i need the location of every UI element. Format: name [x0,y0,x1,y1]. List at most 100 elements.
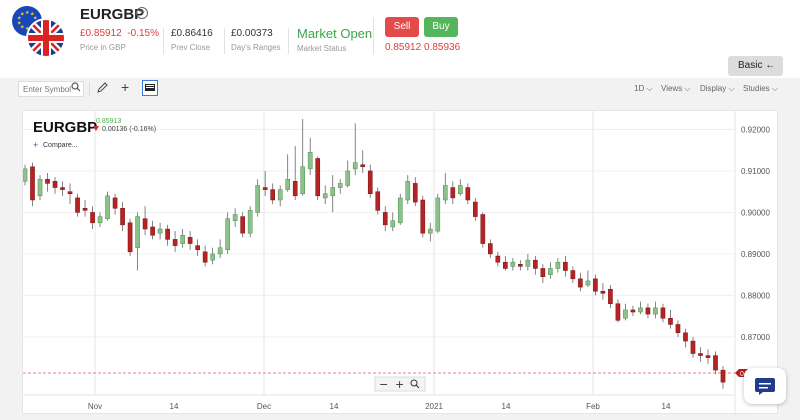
price-value: £0.85912 [80,28,122,39]
interval-menu[interactable]: 1D ⌵ [634,84,653,93]
crosshair-plus-icon[interactable]: + [121,79,130,95]
candle [495,251,501,267]
candle [217,239,223,259]
compare-link[interactable]: Compare... [43,142,78,149]
candle [390,212,396,232]
candle [150,220,155,240]
candle [127,218,133,256]
candle [623,303,628,321]
candle [480,212,486,248]
instrument-header: ★★★ ★★★ ★★★ ★ EURGBP + £0.85912 -0.15% P… [0,0,800,78]
candle [427,222,433,242]
candle [172,231,178,252]
candle [82,199,88,217]
sell-button[interactable]: Sell [385,17,419,37]
add-watchlist-icon[interactable]: + [136,7,148,19]
candle [683,328,688,348]
ask-price: 0.85936 [424,42,461,53]
candle [30,162,35,207]
candle [540,264,546,283]
chart-last-price: 0.85913 [96,118,121,125]
candle [322,185,328,205]
chat-button[interactable] [744,368,786,404]
chart-settings-icon[interactable] [142,80,158,99]
down-arrow-icon [93,126,99,131]
candle [37,175,43,200]
x-tick-label: Feb [586,402,600,411]
candle [345,160,351,188]
compare-plus-icon[interactable]: + [33,140,38,150]
candle [435,193,441,234]
candle [67,183,73,205]
candle [232,208,238,227]
candle [563,256,568,277]
candle [120,202,125,232]
candle [367,164,373,198]
search-icon[interactable] [71,82,81,95]
y-tick-label: 0.90000 [741,208,770,217]
candle [90,206,95,230]
market-status-value: Market Open [297,26,373,41]
candle [488,239,493,259]
buy-button[interactable]: Buy [424,17,458,37]
range-label: Day's Ranges [231,43,281,52]
candle [412,177,418,207]
candle [352,123,358,176]
candle [375,187,381,215]
candle [593,274,598,296]
instrument-symbol: EURGBP [80,6,145,23]
candle [510,258,516,271]
candle [22,164,28,186]
interval-menu-label: 1D [634,84,645,93]
candle [292,146,298,200]
display-menu[interactable]: Display ⌵ [700,84,735,93]
candle [360,150,366,174]
candle [518,260,523,271]
studies-menu-label: Studies [743,84,770,93]
draw-pencil-icon[interactable] [96,82,108,97]
candle [442,173,448,205]
candle [397,193,403,225]
svg-text:★: ★ [33,16,38,22]
x-tick-label: 14 [330,402,339,411]
divider [89,82,90,96]
candle [97,212,103,227]
basic-view-label: Basic [738,60,763,71]
basic-view-button[interactable]: Basic ← [728,56,783,76]
x-tick-label: 14 [502,402,511,411]
zoom-in-icon[interactable]: + [395,378,404,391]
candle [608,285,613,308]
views-menu-label: Views [661,84,683,93]
candle [262,170,268,196]
price-chart-panel[interactable]: 0.92000 0.91000 0.90000 0.89000 0.88000 0.870… [22,110,779,415]
studies-menu[interactable]: Studies ⌵ [743,84,778,93]
market-status-label: Market Status [297,44,347,53]
candle [713,351,718,375]
views-menu[interactable]: Views ⌵ [661,84,691,93]
candle [465,183,471,205]
symbol-search-input[interactable] [18,81,84,97]
candle [270,183,275,205]
svg-text:★: ★ [20,12,25,18]
chat-icon [755,378,775,395]
x-tick-label: Dec [257,402,271,411]
candle [533,256,538,275]
bid-price: 0.85912 [385,42,422,53]
candlestick-chart[interactable]: 0.92000 0.91000 0.90000 0.89000 0.88000 0.870… [22,111,779,415]
candle [668,309,673,329]
candle [503,256,508,271]
candle [210,247,215,265]
candle [660,303,666,323]
candle [112,193,118,215]
zoom-reset-icon[interactable] [410,379,420,389]
range-stat: £0.00373 Day's Ranges [231,28,281,52]
candle [578,272,583,292]
candle [105,191,110,221]
display-menu-label: Display [700,84,727,93]
zoom-out-icon[interactable]: − [379,378,388,391]
candle [240,212,245,238]
price-change: -0.15% [127,28,159,39]
candle [645,303,651,319]
candle [450,181,456,205]
candle [157,222,163,240]
